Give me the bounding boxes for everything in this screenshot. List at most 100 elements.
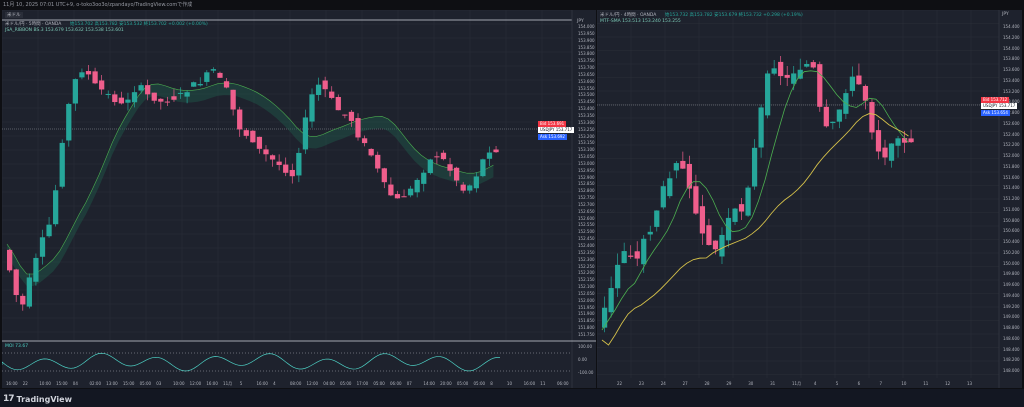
ribbon-line bbox=[6, 82, 494, 275]
left-chart-canvas[interactable] bbox=[2, 10, 596, 388]
candle-body bbox=[309, 94, 315, 122]
time-tick: 16:00 bbox=[206, 381, 218, 386]
candle-body bbox=[105, 93, 111, 95]
candle-body bbox=[7, 249, 13, 271]
candle-body bbox=[191, 82, 197, 87]
bottom-branding-bar bbox=[0, 389, 1024, 407]
price-tag: USDJPY 153.717 bbox=[981, 103, 1018, 109]
price-tick: 151.600 bbox=[1003, 174, 1020, 180]
right-symbol-legend[interactable]: 米ドル/円 · 4時間 · OANDA bbox=[600, 13, 657, 18]
price-tick: 153.350 bbox=[578, 112, 595, 118]
candle-body bbox=[197, 83, 203, 86]
candle-body bbox=[745, 187, 751, 216]
candle-body bbox=[322, 80, 328, 90]
candle-body bbox=[263, 149, 269, 155]
time-tick: 07 bbox=[406, 381, 412, 386]
candle-body bbox=[217, 72, 223, 78]
price-tick: 152.750 bbox=[578, 195, 595, 201]
price-tick: 151.000 bbox=[1003, 206, 1020, 212]
price-tick: 149.400 bbox=[1003, 292, 1020, 298]
price-tick: 152.550 bbox=[578, 222, 595, 228]
price-tag: USDJPY 153.717 bbox=[538, 127, 575, 133]
candle-body bbox=[869, 102, 875, 133]
price-tick: 153.000 bbox=[1003, 99, 1020, 105]
candle-body bbox=[719, 234, 725, 257]
candle-body bbox=[647, 231, 653, 235]
time-tick: 7 bbox=[879, 381, 883, 386]
candle-body bbox=[706, 225, 712, 245]
candle-body bbox=[810, 62, 816, 68]
price-tick: 153.950 bbox=[578, 30, 595, 36]
price-tick: 152.500 bbox=[578, 229, 595, 235]
left-indicator-legend[interactable]: JSA_RIBBON BS.3 153.679 153.632 153.538 … bbox=[5, 28, 124, 33]
candle-body bbox=[164, 101, 171, 103]
candle-body bbox=[791, 73, 797, 84]
candle-body bbox=[33, 257, 39, 282]
candle-body bbox=[486, 152, 493, 159]
time-tick: 22 bbox=[22, 381, 28, 386]
left-title-chip[interactable]: 米ドル bbox=[5, 12, 23, 18]
candle-body bbox=[634, 251, 640, 259]
right-chart-pane[interactable]: 米ドル/円 · 4時間 · OANDA 始153.732 高153.782 安1… bbox=[597, 10, 1022, 388]
candle-body bbox=[467, 185, 473, 191]
price-tick: 152.100 bbox=[578, 284, 595, 290]
candle-body bbox=[628, 255, 634, 257]
time-tick: 06:00 bbox=[390, 381, 402, 386]
tradingview-logo-text: TradingView bbox=[16, 394, 72, 404]
candle-body bbox=[641, 238, 647, 265]
time-tick: 13:00 bbox=[106, 381, 118, 386]
oscillator-line bbox=[2, 352, 501, 372]
candle-body bbox=[401, 196, 407, 198]
time-tick: 11月 bbox=[223, 381, 233, 386]
candle-body bbox=[615, 264, 621, 289]
candle-body bbox=[79, 72, 85, 78]
price-tick: 153.650 bbox=[578, 71, 595, 77]
price-tick: 149.800 bbox=[1003, 271, 1020, 277]
price-tick: 153.900 bbox=[578, 37, 595, 43]
price-tick: 151.800 bbox=[578, 325, 595, 331]
price-tick: 151.400 bbox=[1003, 185, 1020, 191]
candle-body bbox=[394, 194, 401, 199]
price-tag: Bid 153.712 bbox=[981, 97, 1010, 103]
right-ma-legend[interactable]: MTF-SMA 153.513 153.240 153.255 bbox=[600, 19, 681, 24]
time-tick: 4 bbox=[813, 381, 817, 386]
candle-body bbox=[765, 73, 771, 116]
time-tick: 30 bbox=[748, 381, 754, 386]
price-tick: 153.400 bbox=[578, 106, 595, 112]
candle-body bbox=[171, 96, 177, 100]
right-chart-canvas[interactable] bbox=[597, 10, 1022, 388]
price-tick: 149.200 bbox=[1003, 303, 1020, 309]
time-tick: 04 bbox=[72, 381, 78, 386]
candle-body bbox=[355, 118, 361, 138]
candle-body bbox=[460, 184, 466, 191]
candle-body bbox=[758, 107, 764, 148]
time-tick: 03 bbox=[156, 381, 162, 386]
price-tick: 153.800 bbox=[1003, 56, 1020, 62]
tradingview-logo[interactable]: 17 TradingView bbox=[3, 393, 72, 405]
time-tick: 15:00 bbox=[122, 381, 135, 386]
candle-body bbox=[46, 224, 52, 237]
candle-body bbox=[778, 61, 784, 77]
candle-body bbox=[660, 186, 666, 208]
candle-body bbox=[434, 156, 440, 158]
price-tick: 151.950 bbox=[578, 304, 595, 310]
candle-body bbox=[862, 85, 869, 101]
candle-body bbox=[473, 176, 479, 189]
candle-body bbox=[177, 92, 184, 94]
candle-body bbox=[817, 64, 823, 107]
time-tick: 06:00 bbox=[557, 381, 569, 386]
time-tick: 16:00 bbox=[256, 381, 268, 386]
left-chart-pane[interactable]: 米ドル 米ドル/円 · 5時間 · OANDA 始153.702 高153.78… bbox=[2, 10, 596, 388]
price-tick: 152.200 bbox=[578, 270, 595, 276]
price-tick: 150.600 bbox=[1003, 228, 1020, 234]
candle-body bbox=[230, 89, 236, 110]
price-tick: 153.000 bbox=[578, 160, 595, 166]
left-symbol-legend[interactable]: 米ドル/円 · 5時間 · OANDA bbox=[5, 22, 62, 27]
candle-body bbox=[243, 130, 249, 136]
candle-body bbox=[112, 94, 118, 103]
candle-body bbox=[342, 114, 348, 116]
candle-body bbox=[421, 172, 427, 184]
time-tick: 5 bbox=[239, 381, 243, 386]
left-oscillator-legend[interactable]: MOI 73.67 bbox=[5, 344, 29, 349]
right-currency-label: JPY bbox=[1002, 12, 1009, 17]
